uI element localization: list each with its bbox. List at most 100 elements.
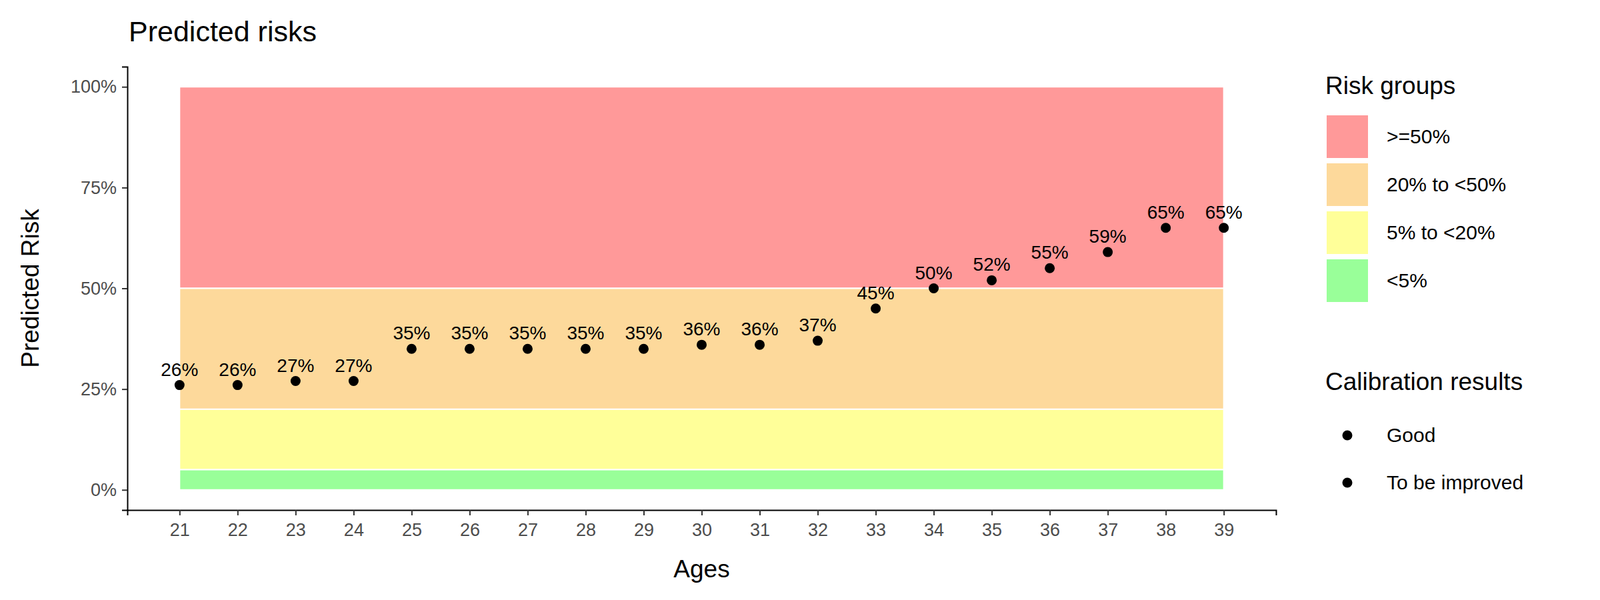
data-label: 59% [1089, 226, 1127, 247]
legend-label: >=50% [1386, 125, 1450, 148]
tick: 26 [460, 510, 480, 540]
tick-mark [122, 388, 128, 390]
tick-label: 38 [1156, 520, 1176, 540]
tick: 28 [576, 510, 596, 540]
risk-band [179, 288, 1224, 410]
data-label: 35% [392, 322, 430, 344]
data-label: 27% [276, 355, 314, 376]
legend-swatch [1326, 115, 1368, 158]
tick-label: 22 [228, 520, 248, 540]
point [1160, 222, 1171, 233]
tick-mark [701, 510, 703, 516]
tick-mark [179, 510, 181, 516]
tick: 27 [518, 510, 538, 540]
title: Predicted risks [128, 15, 317, 48]
point [754, 340, 765, 350]
point [174, 380, 185, 390]
data-label: 27% [334, 355, 372, 376]
y-axis-title: Predicted Risk [16, 208, 44, 368]
x-axis: 21222324252627282930313233343536373839 [128, 510, 1277, 540]
point [464, 344, 475, 354]
tick: 35 [982, 510, 1002, 540]
tick: 25 [402, 510, 422, 540]
point [522, 344, 533, 354]
point [580, 344, 591, 354]
tick-label: 39 [1214, 520, 1234, 540]
data-label: 35% [450, 322, 488, 344]
tick: 37 [1098, 510, 1118, 540]
tick-label: 30 [692, 520, 712, 540]
tick: 36 [1040, 510, 1060, 540]
tick-mark [933, 510, 935, 516]
point [928, 283, 939, 294]
tick: 30 [692, 510, 712, 540]
point [812, 336, 823, 346]
point [986, 275, 997, 286]
legend-title: Risk groups [1325, 72, 1456, 100]
tick: 23 [286, 510, 306, 540]
tick-mark [1049, 510, 1051, 516]
tick-mark [875, 510, 877, 516]
tick-label: 50% [80, 278, 117, 299]
point [348, 376, 359, 386]
tick-mark [122, 288, 128, 290]
tick-mark [817, 510, 819, 516]
tick-label: 36 [1040, 520, 1060, 540]
tick-label: 34 [924, 520, 944, 540]
tick-label: 28 [576, 520, 596, 540]
tick: 50% [80, 278, 128, 299]
legend-title: Calibration results [1325, 368, 1523, 396]
tick-mark [759, 510, 761, 516]
tick: 32 [808, 510, 828, 540]
tick-label: 0% [90, 480, 117, 500]
tick: 31 [750, 510, 770, 540]
tick-label: 29 [634, 520, 654, 540]
point [290, 376, 301, 386]
tick: 21 [170, 510, 190, 540]
chart: 26%26%27%27%35%35%35%35%35%36%36%37%45%5… [0, 0, 1600, 600]
tick-mark [585, 510, 587, 516]
tick-label: 35 [982, 520, 1002, 540]
data-label: 52% [973, 254, 1011, 275]
point [232, 380, 243, 390]
point [1218, 222, 1229, 233]
tick: 39 [1214, 510, 1234, 540]
tick-mark [1223, 510, 1225, 516]
tick: 0% [90, 480, 128, 500]
tick: 24 [344, 510, 364, 540]
legend-swatch [1326, 259, 1368, 302]
y-axis: 0%25%50%75%100% [70, 67, 128, 511]
tick-mark [353, 510, 355, 516]
tick: 38 [1156, 510, 1176, 540]
tick-label: 26 [460, 520, 480, 540]
point [406, 344, 417, 354]
data-label: 50% [915, 262, 953, 284]
legend-marker [1342, 430, 1353, 441]
tick-mark [527, 510, 529, 516]
axis-line [128, 510, 1277, 516]
point [1102, 247, 1113, 258]
tick: 29 [634, 510, 654, 540]
legend-label: <5% [1386, 269, 1428, 292]
tick-mark [469, 510, 471, 516]
tick-mark [122, 489, 128, 491]
data-labels: 26%26%27%27%35%35%35%35%35%36%36%37%45%5… [160, 202, 1242, 380]
tick-label: 25 [402, 520, 422, 540]
tick-mark [122, 86, 128, 88]
data-label: 35% [624, 322, 662, 344]
point [870, 303, 881, 314]
data-label: 26% [218, 359, 256, 380]
point [1044, 263, 1055, 274]
legend-marker [1342, 478, 1353, 488]
point [638, 344, 649, 354]
x-axis-title: Ages [673, 555, 730, 583]
tick-mark [122, 187, 128, 189]
point [696, 340, 707, 350]
tick: 22 [228, 510, 248, 540]
tick-label: 23 [286, 520, 306, 540]
data-label: 55% [1031, 242, 1069, 263]
tick-mark [237, 510, 239, 516]
legend-label: To be improved [1386, 471, 1524, 494]
tick-mark [295, 510, 297, 516]
tick-label: 21 [170, 520, 190, 540]
